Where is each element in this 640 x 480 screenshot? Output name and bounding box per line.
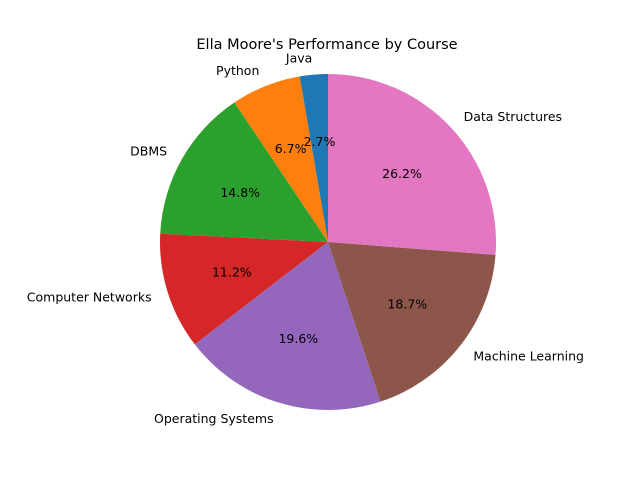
pie-slice-computer-networks — [160, 233, 328, 345]
pie-slice-python — [234, 76, 328, 242]
percent-label-operating-systems: 19.6% — [278, 331, 318, 346]
category-label-java: Java — [285, 50, 312, 65]
category-label-machine-learning: Machine Learning — [473, 349, 584, 364]
percent-label-computer-networks: 11.2% — [212, 265, 252, 280]
percent-label-python: 6.7% — [275, 141, 307, 156]
pie-slice-java — [299, 74, 328, 242]
category-label-dbms: DBMS — [130, 144, 167, 159]
percent-label-dbms: 14.8% — [220, 185, 260, 200]
category-label-operating-systems: Operating Systems — [154, 411, 274, 426]
pie-slice-dbms — [160, 102, 328, 243]
pie-slice-machine-learning — [328, 242, 496, 402]
category-label-computer-networks: Computer Networks — [27, 290, 152, 305]
slice-percent-labels: 2.7%6.7% 14.8% 11.2% 19.6% 18.7% 26.2% — [212, 134, 427, 346]
pie-slice-data-structures — [328, 74, 496, 255]
chart-title: Ella Moore's Performance by Course — [196, 37, 457, 53]
percent-label-java: 2.7% — [304, 134, 336, 149]
pie-slice-operating-systems — [194, 242, 381, 411]
percent-label-machine-learning: 18.7% — [387, 297, 427, 312]
slice-category-labels: Java Python DBMS Computer Networks Operating… — [27, 50, 584, 426]
pie-slices — [160, 74, 496, 411]
category-label-data-structures: Data Structures — [464, 109, 562, 124]
category-label-python: Python — [216, 63, 259, 78]
percent-label-data-structures: 26.2% — [382, 166, 422, 181]
